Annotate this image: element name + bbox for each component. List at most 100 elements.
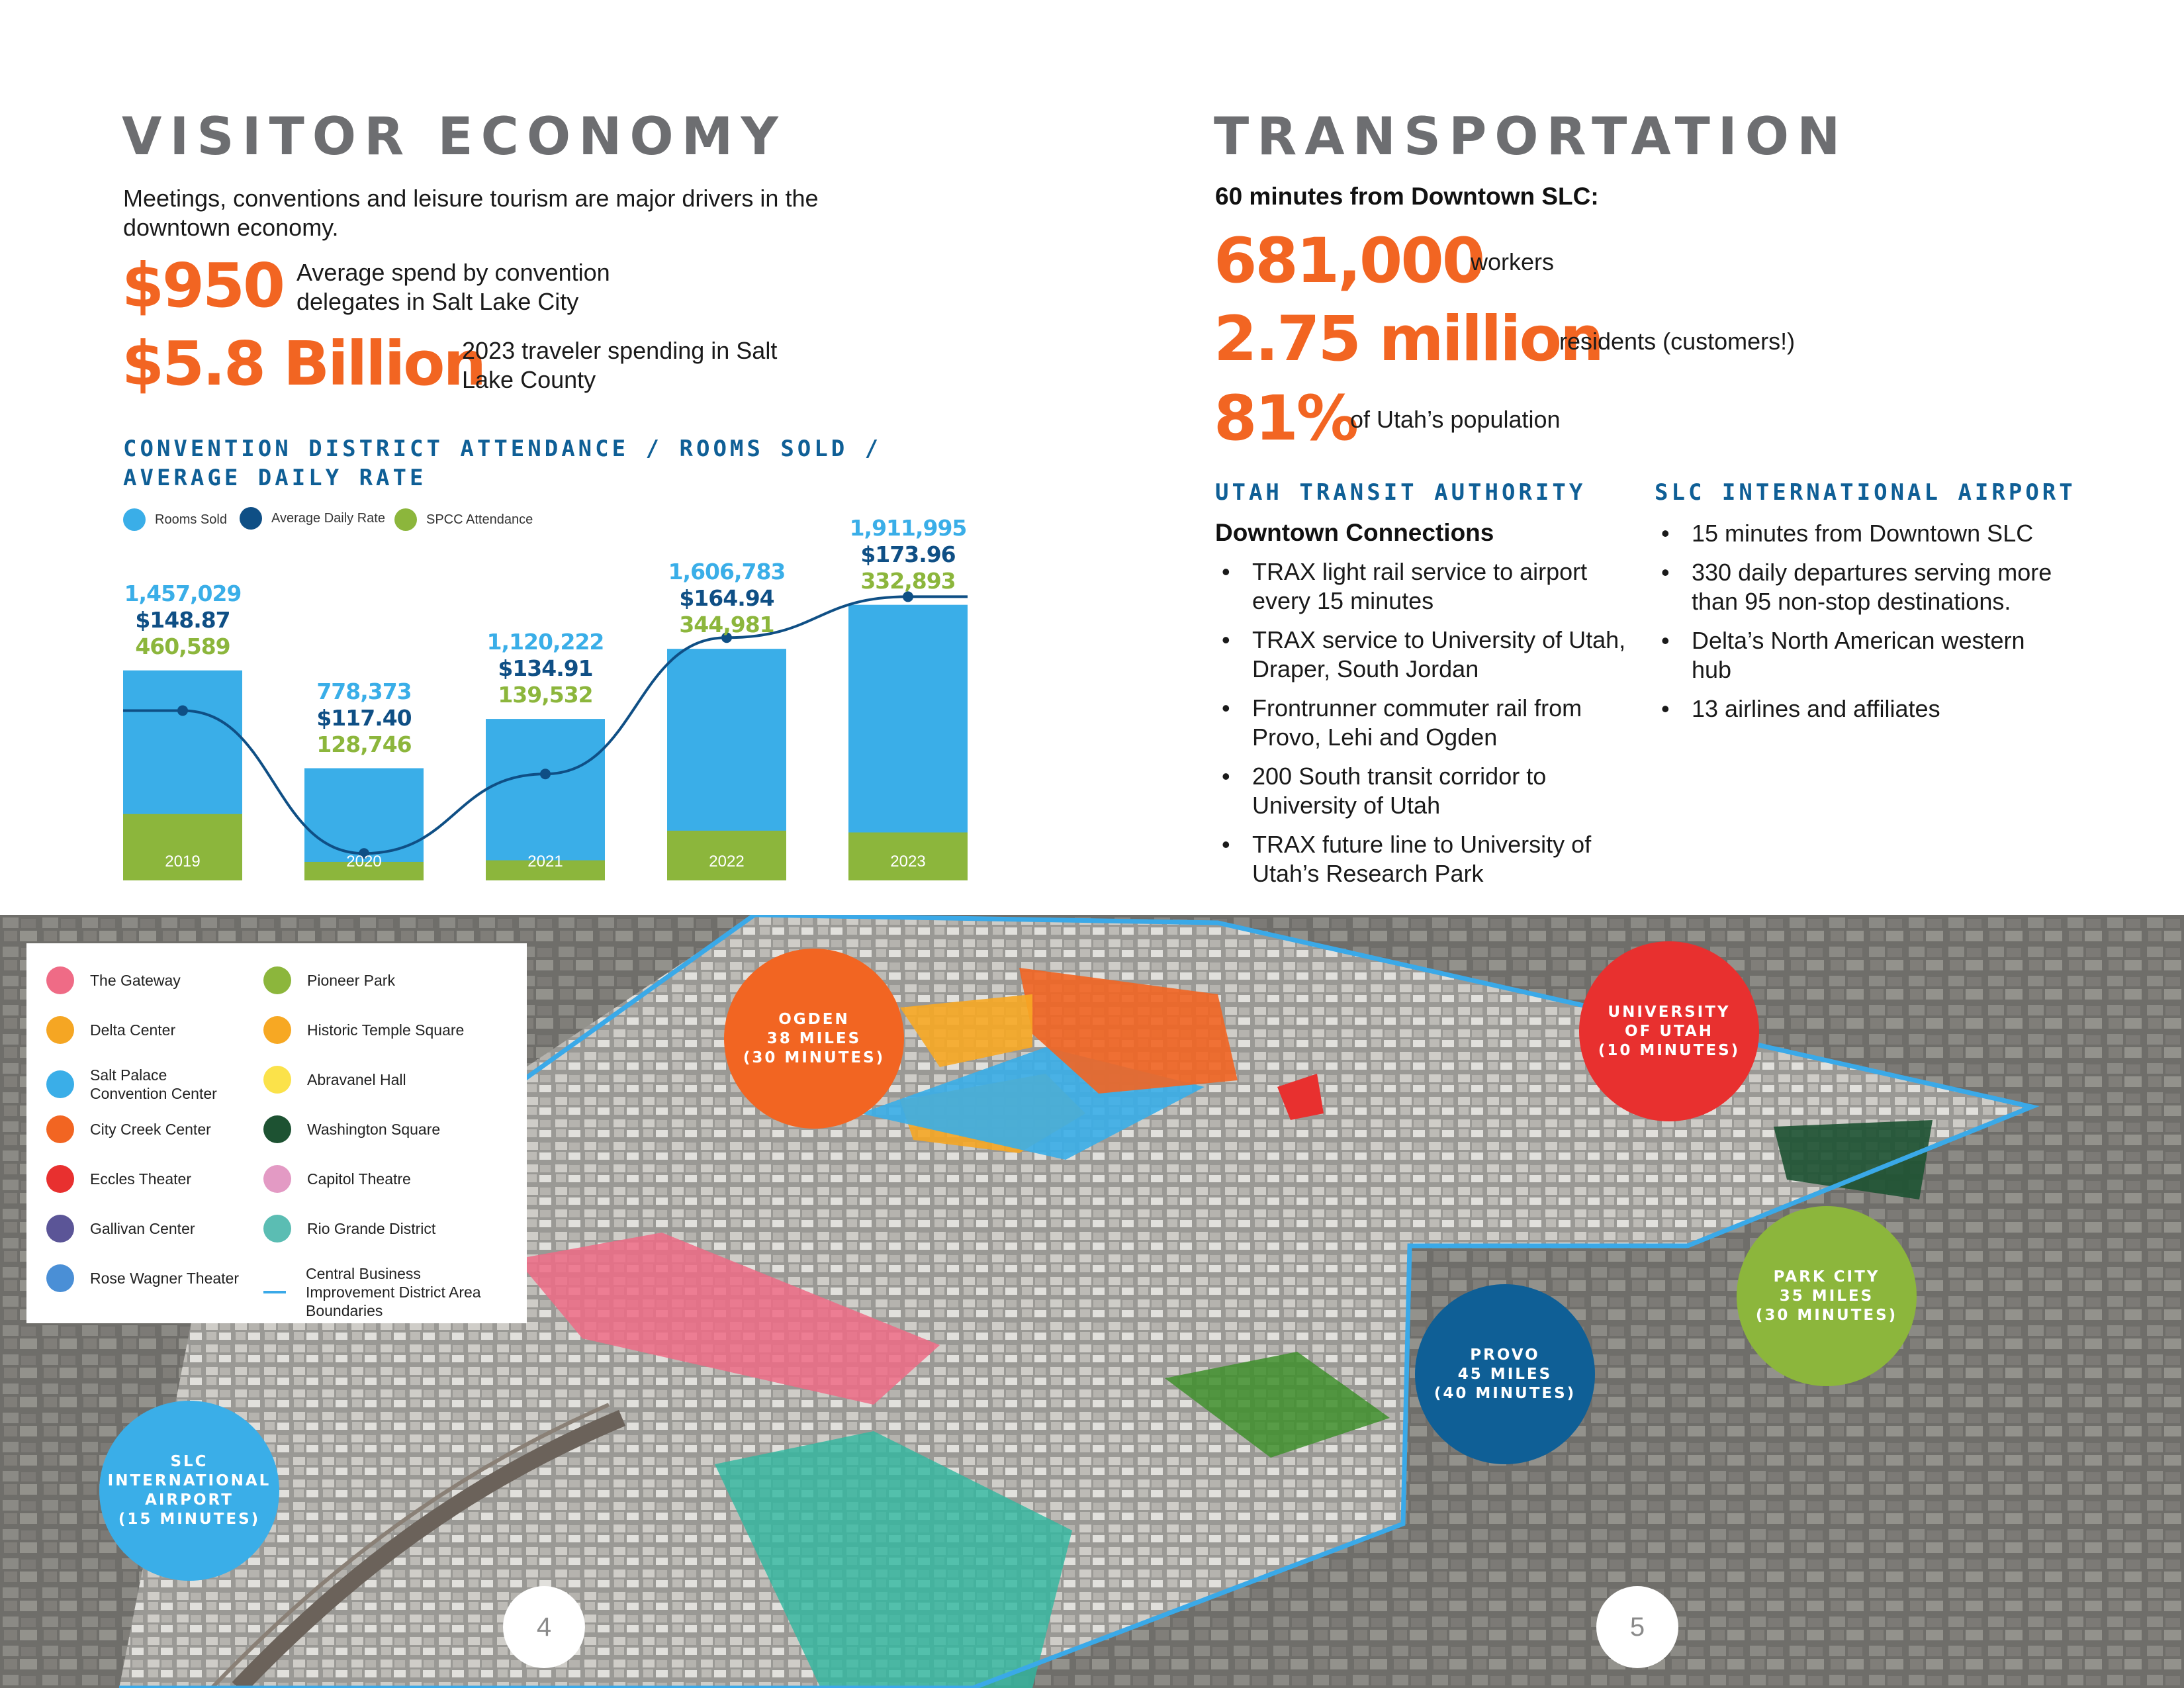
district-eccles-theater — [1277, 1074, 1324, 1120]
stat-workers-desc: workers — [1471, 248, 1555, 275]
legend-dot-icon — [46, 1264, 74, 1292]
map-legend-label: Rio Grande District — [307, 1220, 436, 1237]
year-label-2023: 2023 — [890, 853, 926, 870]
map-legend-item: Gallivan Center — [46, 1215, 245, 1243]
uta-subheading: Downtown Connections — [1215, 519, 1494, 546]
label-spcc-attendance-2019: 460,589 — [135, 633, 230, 659]
bar-spcc-attendance-2019 — [123, 814, 242, 880]
map-legend-item: Washington Square — [263, 1115, 488, 1143]
label-rooms-sold-2022: 1,606,783 — [668, 559, 786, 585]
label-spcc-attendance-2023: 332,893 — [860, 567, 956, 594]
label-rooms-sold-2021: 1,120,222 — [486, 629, 605, 655]
uta-item: 200 South transit corridor to University… — [1215, 762, 1639, 820]
transportation-title: TRANSPORTATION — [1214, 107, 1848, 167]
stat-residents-desc: residents (customers!) — [1559, 328, 1796, 355]
uta-item: TRAX future line to University of Utah’s… — [1215, 830, 1639, 888]
stat-convention-spend-desc: Average spend by convention delegates in… — [296, 259, 610, 315]
legend-dot-icon — [46, 1165, 74, 1193]
map-legend-item: City Creek Center — [46, 1115, 245, 1143]
legend-dot-icon — [46, 1115, 74, 1143]
year-label-2020: 2020 — [346, 853, 382, 870]
map-legend-label: Capitol Theatre — [307, 1170, 411, 1188]
map-legend-item: The Gateway — [46, 966, 245, 994]
bar-rooms-sold-2021 — [486, 719, 605, 880]
map-legend-label: Salt Palace Convention Center — [90, 1066, 217, 1102]
uta-item: TRAX light rail service to airport every… — [1215, 557, 1639, 616]
legend-dot-icon — [46, 1070, 74, 1098]
airport-item: 330 daily departures serving more than 9… — [1655, 558, 2065, 616]
map-legend-label: Washington Square — [307, 1121, 441, 1138]
map-legend-label: Pioneer Park — [307, 972, 395, 989]
legend-average-daily-rate: Average Daily Rate — [240, 507, 385, 530]
label-rooms-sold-2020: 778,373 — [316, 678, 412, 704]
legend-dot-rooms-sold — [123, 508, 146, 531]
transport-lead: 60 minutes from Downtown SLC: — [1215, 183, 1599, 210]
page-number-right: 5 — [1596, 1586, 1678, 1668]
district-washington-square — [1774, 1120, 1933, 1199]
bar-rooms-sold-2020 — [304, 768, 424, 880]
point-average-daily-rate-2022 — [721, 632, 732, 643]
map-legend-item: Delta Center — [46, 1016, 245, 1044]
stat-workers-value: 681,000 — [1214, 225, 1485, 297]
bar-spcc-attendance-2021 — [486, 860, 605, 880]
label-spcc-attendance-2021: 139,532 — [498, 682, 593, 708]
year-label-2021: 2021 — [527, 853, 563, 870]
legend-dot-icon — [263, 1165, 291, 1193]
airport-item: 13 airlines and affiliates — [1655, 694, 2065, 724]
point-average-daily-rate-2023 — [903, 591, 913, 602]
airport-item: 15 minutes from Downtown SLC — [1655, 519, 2065, 548]
uta-item: Frontrunner commuter rail from Provo, Le… — [1215, 694, 1639, 752]
map-legend-label: Abravanel Hall — [307, 1071, 406, 1088]
bar-spcc-attendance-2023 — [848, 832, 968, 880]
year-label-2022: 2022 — [709, 853, 745, 870]
legend-label-spcc-attendance: SPCC Attendance — [426, 512, 533, 527]
label-average-daily-rate-2021: $134.91 — [498, 655, 593, 682]
map-legend-item: Eccles Theater — [46, 1165, 245, 1193]
cbid-boundary — [119, 915, 2040, 1688]
boundary-line-icon — [263, 1291, 286, 1293]
map-legend-item: Central Business Improvement District Ar… — [263, 1264, 488, 1320]
stat-traveler-spending-desc: 2023 traveler spending in Salt Lake Coun… — [462, 337, 778, 393]
stat-traveler-spending-value: $5.8 Billion — [122, 328, 486, 399]
legend-dot-icon — [263, 1215, 291, 1243]
legend-spcc-attendance: SPCC Attendance — [394, 508, 533, 531]
airport-list: 15 minutes from Downtown SLC 330 daily d… — [1655, 519, 2065, 733]
map-legend-label: City Creek Center — [90, 1121, 211, 1138]
year-label-2019: 2019 — [165, 853, 201, 870]
point-average-daily-rate-2019 — [177, 705, 188, 716]
legend-dot-spcc-attendance — [394, 508, 417, 531]
uta-heading: UTAH TRANSIT AUTHORITY — [1215, 479, 1586, 506]
map-legend-label: Eccles Theater — [90, 1170, 191, 1188]
legend-dot-icon — [46, 966, 74, 994]
legend-dot-icon — [263, 1066, 291, 1094]
chart-title: CONVENTION DISTRICT ATTENDANCE / ROOMS S… — [123, 436, 882, 491]
map-legend-label: Central Business Improvement District Ar… — [306, 1265, 481, 1319]
legend-rooms-sold: Rooms Sold — [123, 508, 227, 531]
label-average-daily-rate-2023: $173.96 — [860, 541, 956, 567]
visitor-intro: Meetings, conventions and leisure touris… — [123, 185, 819, 241]
map-legend-item: Abravanel Hall — [263, 1066, 488, 1094]
stat-population-desc: of Utah’s population — [1350, 406, 1561, 433]
stat-convention-spend-value: $950 — [122, 250, 285, 321]
district-temple-square — [900, 994, 1032, 1067]
label-average-daily-rate-2022: $164.94 — [679, 585, 774, 612]
label-average-daily-rate-2019: $148.87 — [135, 606, 230, 633]
bar-spcc-attendance-2022 — [667, 830, 786, 880]
destination-university-of-utah: UNIVERSITY OF UTAH (10 MINUTES) — [1579, 941, 1759, 1121]
map-legend-label: Historic Temple Square — [307, 1021, 465, 1039]
map-legend-item: Pioneer Park — [263, 966, 488, 994]
legend-label-rooms-sold: Rooms Sold — [155, 512, 227, 527]
stat-residents-value: 2.75 million — [1214, 303, 1604, 375]
destination-ogden: OGDEN 38 MILES (30 MINUTES) — [724, 949, 904, 1129]
legend-dot-icon — [263, 1016, 291, 1044]
legend-dot-icon — [263, 966, 291, 994]
label-average-daily-rate-2020: $117.40 — [316, 704, 412, 731]
legend-dot-average-daily-rate — [240, 507, 262, 530]
legend-dot-icon — [263, 1115, 291, 1143]
point-average-daily-rate-2021 — [540, 769, 551, 780]
label-spcc-attendance-2020: 128,746 — [316, 731, 412, 757]
uta-list: TRAX light rail service to airport every… — [1215, 557, 1639, 898]
map-legend-label: The Gateway — [90, 972, 181, 989]
legend-label-average-daily-rate: Average Daily Rate — [271, 510, 385, 526]
map-legend-item: Rose Wagner Theater — [46, 1264, 245, 1292]
